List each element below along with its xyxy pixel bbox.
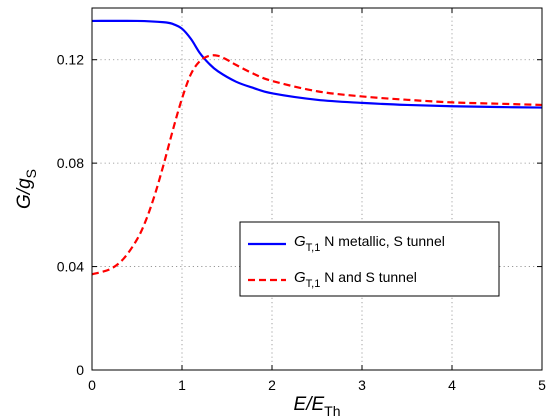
grid	[92, 8, 542, 370]
legend-entry-blue: GT,1 N metallic, S tunnel	[294, 233, 445, 254]
x-axis-label: E/ETh	[294, 394, 341, 419]
x-tick-label: 1	[178, 377, 186, 393]
legend-entry-red: GT,1 N and S tunnel	[294, 269, 417, 290]
plot-frame	[91, 7, 543, 371]
ticks: 0 1 2 3 4 5 0 0.04 0.08 0.12	[57, 8, 546, 393]
legend-subscript: T,1	[306, 278, 321, 290]
y-axis-label: G/gS	[14, 169, 39, 209]
x-tick-label: 4	[448, 377, 456, 393]
x-axis-label-sub: Th	[324, 403, 340, 419]
legend-subscript: T,1	[306, 242, 321, 254]
x-tick-label: 5	[538, 377, 546, 393]
series-line-blue	[91, 19, 543, 109]
legend: GT,1 N metallic, S tunnel GT,1 N and S t…	[239, 221, 500, 297]
series-line-red	[91, 54, 543, 276]
x-axis-label-main: E/E	[294, 394, 325, 415]
legend-label: N and S tunnel	[320, 269, 417, 285]
y-axis-label-main: G/g	[14, 178, 35, 209]
legend-box	[239, 221, 500, 297]
y-tick-label: 0.08	[57, 155, 84, 171]
x-tick-label: 3	[358, 377, 366, 393]
y-tick-label: 0	[76, 362, 84, 378]
x-tick-label: 0	[88, 377, 96, 393]
legend-symbol: G	[294, 233, 306, 250]
y-axis-label-sub: S	[23, 169, 39, 178]
x-tick-label: 2	[268, 377, 276, 393]
legend-symbol: G	[294, 269, 306, 286]
y-tick-label: 0.12	[57, 52, 84, 68]
series-layer	[91, 19, 543, 276]
y-tick-label: 0.04	[57, 259, 84, 275]
legend-label: N metallic, S tunnel	[320, 233, 445, 249]
